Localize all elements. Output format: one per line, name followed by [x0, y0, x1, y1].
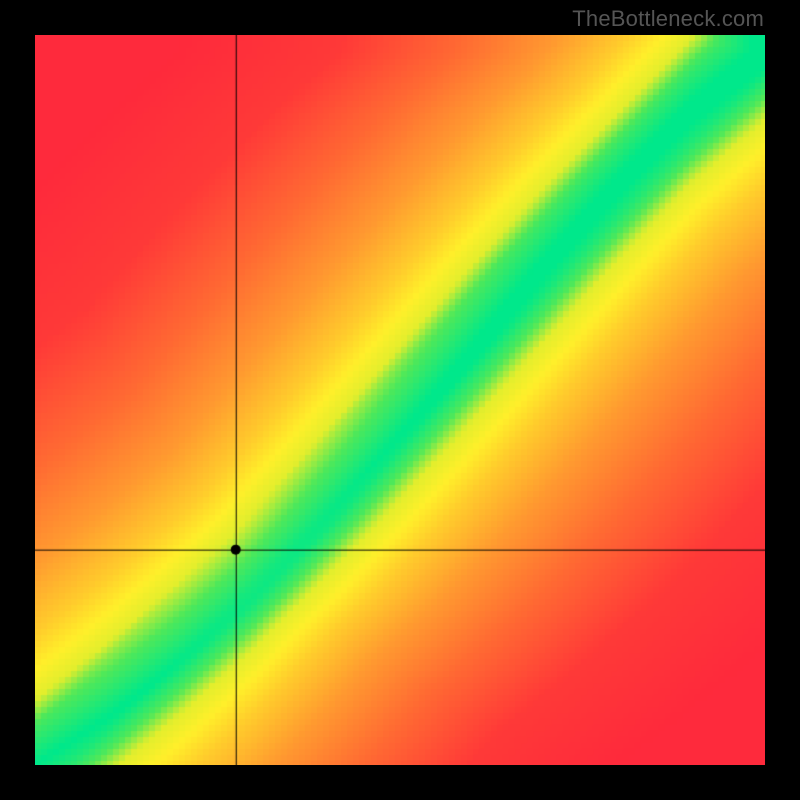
- watermark-text: TheBottleneck.com: [572, 6, 764, 32]
- crosshair-overlay: [35, 35, 765, 765]
- chart-frame: TheBottleneck.com: [0, 0, 800, 800]
- heatmap-plot: [35, 35, 765, 765]
